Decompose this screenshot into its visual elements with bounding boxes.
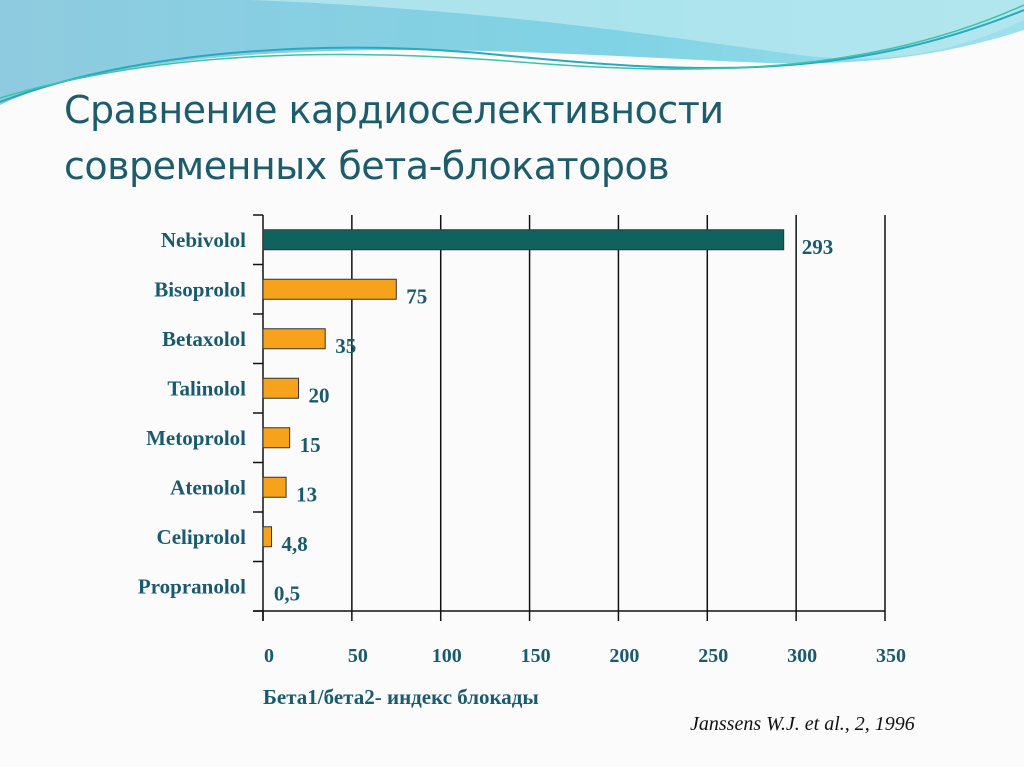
x-axis-label: Бета1/бета2- индекс блокады — [263, 685, 539, 709]
value-label: 293 — [802, 235, 834, 259]
labels: 0 50 100 150 200 250 300 350 Nebivolol 293 Bisopro… — [138, 228, 906, 667]
x-tick-label: 0 — [264, 645, 274, 667]
bar-talinolol — [262, 377, 300, 399]
bar-metoprolol — [262, 427, 291, 449]
x-tick-label: 300 — [787, 645, 817, 667]
bar-betaxolol — [262, 328, 326, 350]
category-label: Metoprolol — [146, 426, 246, 450]
value-label: 15 — [300, 433, 321, 457]
value-label: 13 — [296, 482, 317, 506]
category-label: Betaxolol — [162, 327, 246, 351]
category-label: Nebivolol — [161, 228, 246, 252]
category-label: Celiprolol — [157, 525, 247, 549]
x-tick-label: 350 — [876, 645, 906, 667]
source-citation: Janssens W.J. et al., 2, 1996 — [690, 713, 915, 735]
value-label: 75 — [406, 284, 427, 308]
bar-nebivolol — [262, 229, 785, 251]
bar-bisoprolol — [262, 278, 397, 300]
value-label: 20 — [309, 383, 330, 407]
x-tick-label: 100 — [432, 645, 462, 667]
bars — [262, 229, 785, 548]
title-line-2: современных бета-блокаторов — [64, 144, 670, 188]
x-tick-label: 150 — [521, 645, 551, 667]
value-label: 4,8 — [282, 532, 308, 556]
x-tick-label: 50 — [348, 645, 368, 667]
gridlines — [253, 214, 886, 621]
category-label: Atenolol — [170, 475, 246, 499]
bar-celiprolol — [262, 526, 273, 548]
x-tick-label: 250 — [698, 645, 728, 667]
title-line-1: Сравнение кардиоселективности — [64, 88, 724, 132]
category-label: Bisoprolol — [154, 277, 246, 301]
x-tick-label: 200 — [609, 645, 639, 667]
slide-title: Сравнение кардиоселективности современны… — [64, 82, 724, 194]
bar-atenolol — [262, 476, 287, 498]
value-label: 0,5 — [274, 581, 300, 605]
category-label: Talinolol — [167, 376, 246, 400]
category-label: Propranolol — [138, 574, 246, 598]
value-label: 35 — [335, 334, 356, 358]
